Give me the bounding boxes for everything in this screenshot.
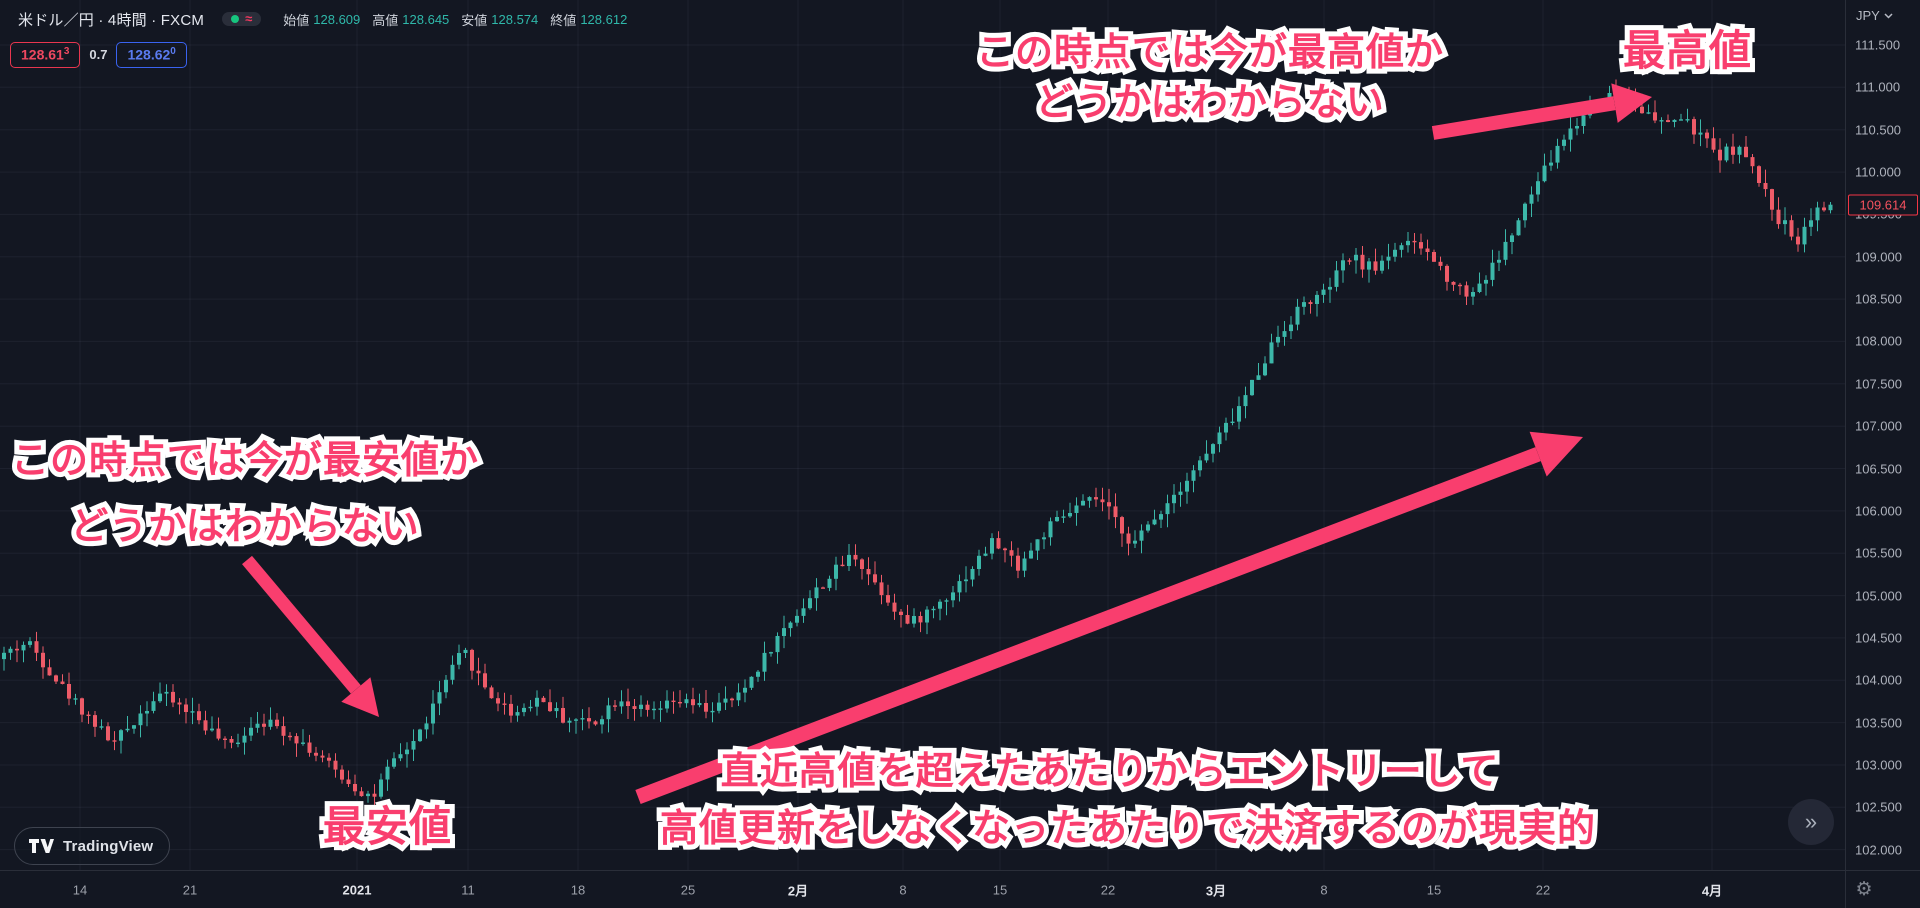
time-axis-label: 4月 <box>1701 883 1723 898</box>
time-axis-label: 25 <box>680 882 696 897</box>
price-axis-label: 103.000 <box>1855 757 1902 773</box>
tradingview-logo-icon <box>29 839 54 853</box>
symbol-title[interactable]: 米ドル／円 · 4時間 · FXCM <box>18 11 205 29</box>
bid-ask-row: 128.613 0.7 128.620 <box>10 42 187 68</box>
currency-selector[interactable]: JPY <box>1856 8 1893 23</box>
low-value: 128.574 <box>491 11 539 27</box>
time-axis-label: 3月 <box>1205 883 1227 898</box>
delayed-data-icon: ≈ <box>245 11 253 26</box>
close-value: 128.612 <box>580 11 628 27</box>
sell-bid-button[interactable]: 128.613 <box>10 42 81 68</box>
price-axis-label: 103.500 <box>1855 715 1902 731</box>
tradingview-logo[interactable]: TradingView <box>14 827 171 865</box>
candlestick-chart-canvas[interactable] <box>0 0 1845 870</box>
time-axis-label: 15 <box>992 882 1008 897</box>
ohlc-values: 始値 128.609 高値 128.645 安値 128.574 終値 128.… <box>283 10 635 29</box>
axis-settings-gear-icon[interactable]: ⚙ <box>1855 878 1873 900</box>
time-axis-label: 11 <box>461 882 475 897</box>
price-axis-label: 106.500 <box>1855 461 1902 476</box>
arrow-to-lowest <box>242 555 379 717</box>
open-label: 始値 <box>283 12 310 28</box>
low-label: 安値 <box>461 12 488 28</box>
axis-corner-divider <box>1845 871 1846 908</box>
arrow-trend <box>635 431 1583 805</box>
price-axis-label: 106.000 <box>1855 503 1902 519</box>
expand-panel-button[interactable]: » <box>1788 799 1834 845</box>
price-axis-label: 108.500 <box>1855 291 1902 307</box>
arrow-to-highest <box>1431 83 1652 140</box>
buy-ask-button[interactable]: 128.620 <box>116 42 187 68</box>
market-open-dot-icon <box>231 15 240 23</box>
price-axis[interactable]: JPY 111.500111.000110.500110.000109.5001… <box>1845 0 1920 870</box>
time-axis[interactable]: 14 21 2021 11 18 25 2月 8 15 22 3月 8 15 22 4月 ⚙ <box>0 870 1920 908</box>
time-axis-label: 21 <box>182 882 198 897</box>
price-axis-label: 111.000 <box>1855 79 1901 95</box>
price-axis-label: 107.500 <box>1855 376 1902 392</box>
last-price-label: 109.614 <box>1848 194 1918 216</box>
price-axis-label: 105.500 <box>1855 545 1902 561</box>
price-axis-label: 109.000 <box>1855 249 1902 265</box>
price-axis-label: 104.500 <box>1855 630 1902 646</box>
open-value: 128.609 <box>313 11 361 27</box>
price-axis-label: 102.500 <box>1855 799 1902 815</box>
time-axis-label: 22 <box>1100 882 1116 897</box>
price-axis-label: 104.000 <box>1855 672 1902 688</box>
price-axis-label: 107.000 <box>1855 418 1902 434</box>
spread-value: 0.7 <box>89 47 108 63</box>
price-axis-label: 108.000 <box>1855 333 1902 349</box>
price-axis-label: 110.500 <box>1855 122 1902 138</box>
time-axis-label: 8 <box>1320 882 1328 897</box>
time-axis-label: 18 <box>570 882 586 897</box>
time-axis-label: 22 <box>1535 882 1551 897</box>
market-status-pill[interactable]: ≈ <box>222 11 262 26</box>
price-axis-label: 102.000 <box>1855 842 1902 858</box>
time-axis-label: 2021 <box>342 882 372 897</box>
price-axis-label: 110.000 <box>1855 164 1902 180</box>
high-label: 高値 <box>372 12 399 28</box>
close-label: 終値 <box>550 12 577 28</box>
time-axis-label: 2月 <box>787 883 809 898</box>
chevron-down-icon <box>1884 12 1893 19</box>
time-axis-label: 8 <box>899 882 907 897</box>
price-axis-label: 105.000 <box>1855 588 1902 604</box>
double-chevron-right-icon: » <box>1804 809 1818 834</box>
tradingview-logo-text: TradingView <box>63 837 154 855</box>
price-axis-label: 111.500 <box>1855 37 1901 53</box>
time-axis-label: 14 <box>72 882 88 897</box>
high-value: 128.645 <box>402 11 450 27</box>
chart-legend: 米ドル／円 · 4時間 · FXCM ≈ 始値 128.609 高値 128.6… <box>18 8 635 30</box>
time-axis-label: 15 <box>1426 882 1442 897</box>
